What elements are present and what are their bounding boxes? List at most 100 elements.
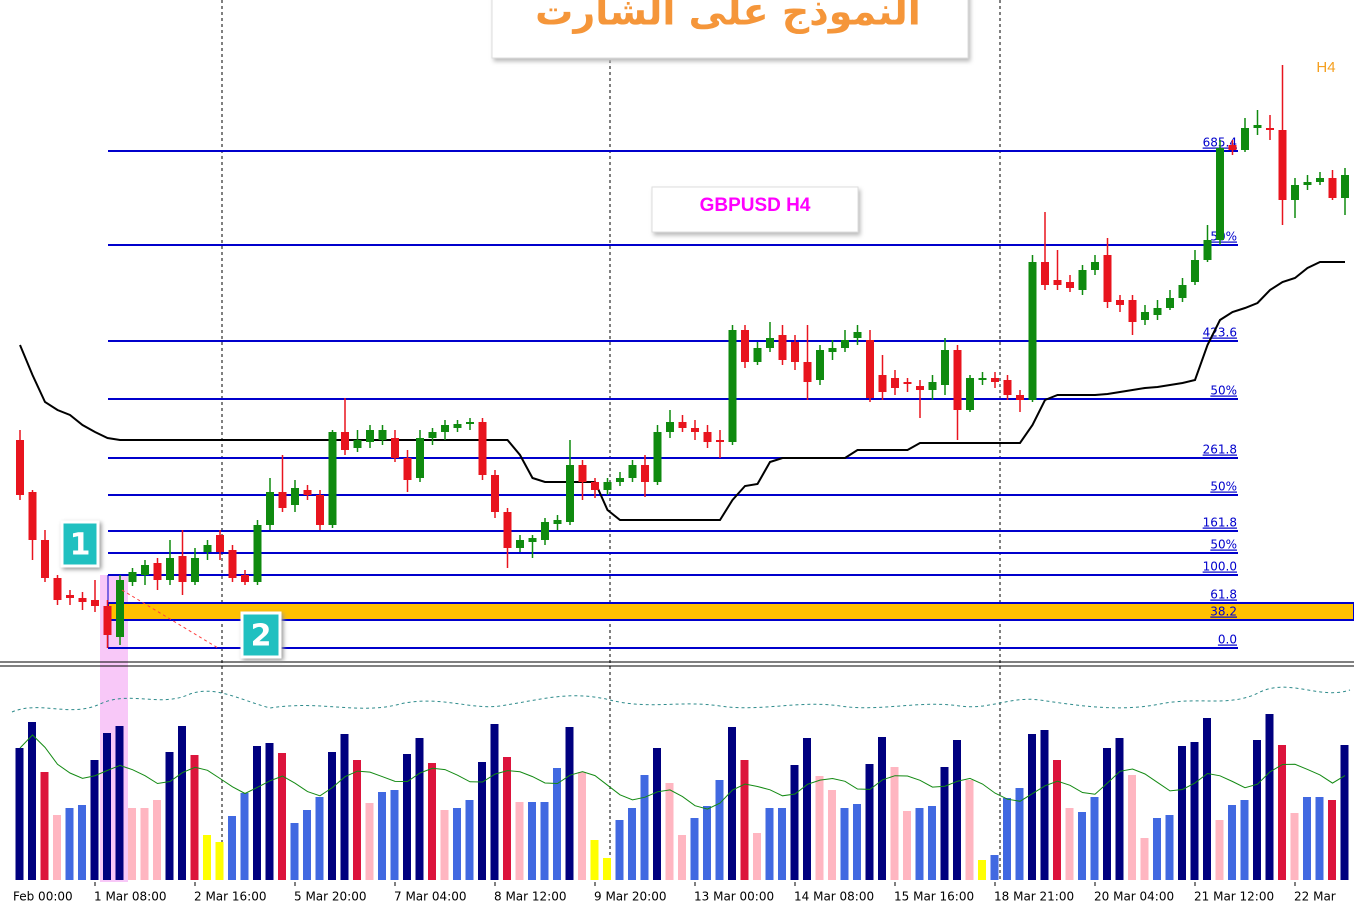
- candle-body: [753, 348, 762, 362]
- time-label: 14 Mar 08:00: [794, 890, 874, 904]
- fib-label: 100.0: [1203, 560, 1237, 574]
- volume-bar: [1040, 730, 1049, 880]
- candle-body: [91, 600, 99, 606]
- candle-body: [1066, 282, 1074, 288]
- volume-bar: [615, 820, 624, 880]
- volume-bar: [1165, 815, 1174, 880]
- candle-body: [878, 375, 887, 392]
- candle-body: [841, 340, 849, 348]
- volume-bar: [740, 760, 749, 880]
- candle-body: [916, 386, 924, 390]
- candle-body: [1116, 300, 1124, 305]
- candle-body: [178, 556, 187, 582]
- candle-body: [516, 540, 524, 548]
- volume-bar: [390, 790, 399, 880]
- candle-body: [503, 512, 512, 548]
- volume-bar: [765, 808, 774, 880]
- candle-body: [528, 538, 537, 542]
- volume-bar: [440, 810, 449, 880]
- candle-body: [66, 595, 74, 598]
- volume-bar: [278, 753, 286, 880]
- volume-bar: [203, 835, 211, 880]
- candle-body: [1316, 178, 1324, 182]
- annotations: النموذج على الشارت GBPUSD H4 H4 1 2: [60, 0, 1336, 659]
- volume-bar: [503, 757, 511, 880]
- time-label: 20 Mar 04:00: [1094, 890, 1174, 904]
- volume-bar: [378, 792, 386, 880]
- volume-bar: [1115, 738, 1124, 880]
- volume-bar: [1265, 714, 1274, 880]
- candle-body: [291, 488, 299, 505]
- candle-body: [616, 478, 624, 482]
- fib-label: 423.6: [1203, 326, 1237, 340]
- candle-body: [1053, 280, 1062, 285]
- volume-bar: [665, 783, 674, 880]
- volume-bar: [878, 737, 886, 880]
- candle-body: [741, 330, 749, 362]
- volume-bar: [1340, 745, 1349, 880]
- candle-body: [53, 578, 62, 600]
- volume-bar: [778, 808, 786, 880]
- trailing-stop-line: [19, 261, 1345, 521]
- candle-body: [966, 378, 974, 410]
- time-label: 18 Mar 21:00: [994, 890, 1074, 904]
- candle-body: [316, 495, 324, 525]
- title-box: [491, 0, 969, 59]
- fib-label: 50%: [1210, 480, 1237, 494]
- candle-body: [1153, 308, 1162, 315]
- volume-bar: [553, 768, 561, 880]
- volume-bar: [703, 806, 711, 880]
- volume-bar: [140, 808, 149, 880]
- volume-bar: [1253, 740, 1261, 880]
- time-label: Feb 00:00: [13, 890, 73, 904]
- fib-label: 38.2: [1210, 605, 1237, 619]
- volume-bar: [1190, 742, 1199, 880]
- volume-bar: [940, 767, 949, 880]
- callout-box: [240, 611, 282, 659]
- volume-bar: [928, 806, 936, 880]
- candle-body: [41, 540, 49, 578]
- candle-body: [828, 348, 837, 352]
- fib-label: 50%: [1210, 384, 1237, 398]
- candle-body: [1266, 128, 1274, 130]
- fib-label: 261.8: [1203, 443, 1237, 457]
- candle-body: [278, 492, 287, 508]
- candle-body: [328, 432, 337, 525]
- candle-body: [453, 424, 462, 428]
- volume-bar: [903, 811, 911, 880]
- candle-body: [353, 440, 362, 448]
- candle-body: [903, 382, 912, 384]
- volume-bar: [540, 802, 549, 880]
- time-label: 13 Mar 00:00: [694, 890, 774, 904]
- candle-body: [1341, 175, 1349, 198]
- candle-body: [216, 535, 224, 552]
- volume-bar: [315, 797, 324, 880]
- candle-body: [1128, 300, 1137, 322]
- volume-bar: [890, 767, 899, 880]
- candle-body: [153, 563, 162, 580]
- volume-bar: [53, 815, 61, 880]
- volume-bar: [215, 842, 224, 880]
- volume-bar: [953, 740, 961, 880]
- candle-body: [416, 438, 424, 478]
- candle-body: [191, 558, 199, 582]
- volume-bar: [190, 755, 199, 880]
- candle-body: [653, 432, 662, 482]
- candle-body: [866, 340, 874, 398]
- candle-body: [603, 482, 612, 490]
- volume-bar: [1053, 760, 1061, 880]
- volume-bar: [40, 772, 49, 880]
- callout-label: 1: [70, 528, 91, 563]
- time-label: 7 Mar 04:00: [394, 890, 467, 904]
- volume-bar: [340, 734, 349, 880]
- candle-body: [341, 432, 349, 450]
- volume-bar: [153, 800, 161, 880]
- time-label: 9 Mar 20:00: [594, 890, 667, 904]
- volume-bar: [1128, 775, 1136, 880]
- candle-body: [1278, 130, 1287, 200]
- candle-body: [1028, 262, 1037, 400]
- time-axis: Feb 00:00 1 Mar 08:00 2 Mar 16:00 5 Mar 20:…: [13, 882, 1336, 904]
- chart-title: النموذج على الشارت: [535, 0, 921, 34]
- volume-bar: [303, 810, 311, 880]
- candle-body: [991, 378, 999, 382]
